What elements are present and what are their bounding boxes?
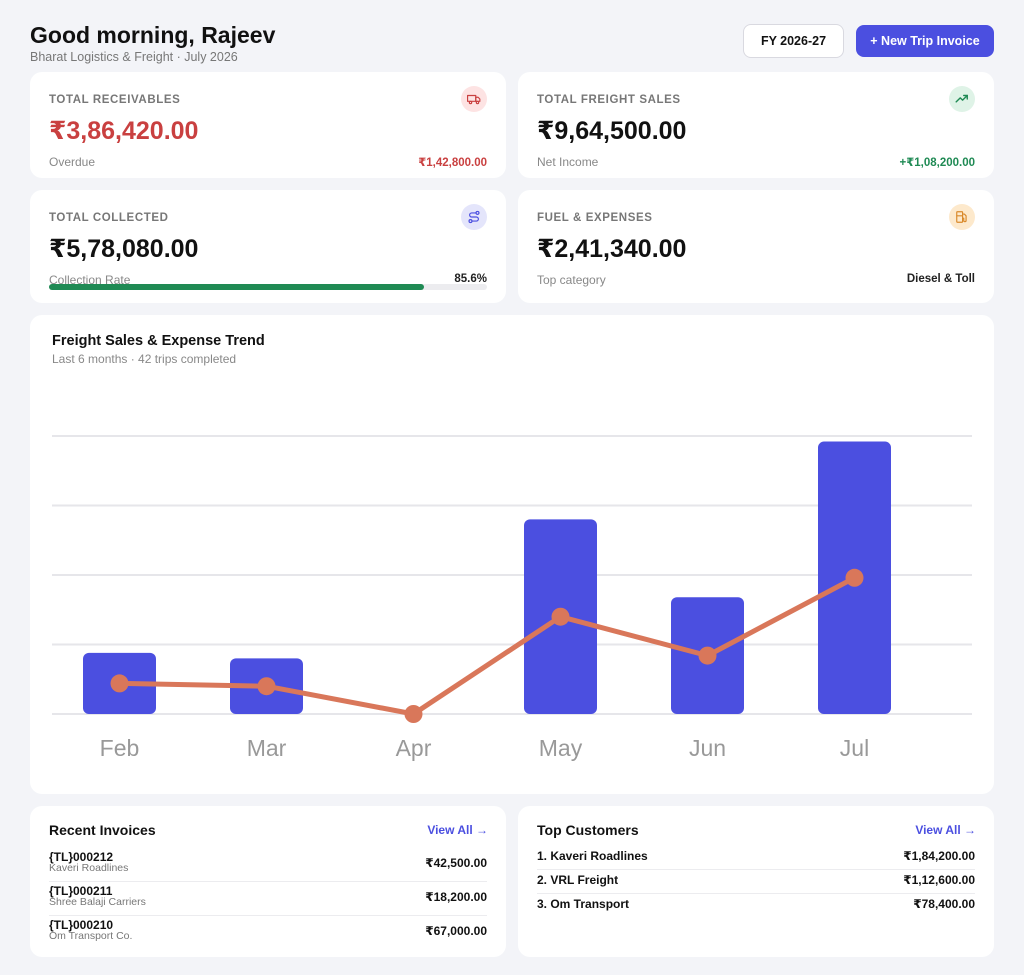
chart-x-tick-label: Feb <box>100 735 140 761</box>
chart-point-jul <box>845 568 864 587</box>
page-header: Good morning, Rajeev Bharat Logistics & … <box>30 22 994 66</box>
greeting-title: Good morning, Rajeev <box>30 22 276 48</box>
chart-point-jun <box>698 646 717 665</box>
kpi-foot-value: +₹1,08,200.00 <box>899 157 975 169</box>
invoice-amount: ₹67,000.00 <box>425 924 487 938</box>
chart-x-tick-label: Jul <box>840 735 869 761</box>
invoice-amount: ₹42,500.00 <box>425 856 487 870</box>
kpi-value: ₹9,64,500.00 <box>537 117 687 145</box>
collection-rate-progress <box>49 284 487 290</box>
kpi-value: ₹5,78,080.00 <box>49 235 199 263</box>
kpi-card-receivables: TOTAL RECEIVABLES ₹3,86,420.00 Overdue ₹… <box>30 72 506 178</box>
recent-invoices-card: Recent Invoices View All → {TL}000212 Kav… <box>30 806 506 957</box>
invoice-row[interactable]: {TL}000210 Om Transport Co. ₹67,000.00 <box>49 916 487 950</box>
chart-x-tick-label: Jun <box>689 735 726 761</box>
invoice-customer: Om Transport Co. <box>49 930 133 942</box>
kpi-foot-value: Diesel & Toll <box>906 273 975 285</box>
trend-chart: Feb Mar Apr May Jun Jul <box>52 435 972 761</box>
greeting-subtitle: Bharat Logistics & Freight · July 2026 <box>30 50 238 64</box>
recent-invoices-title: Recent Invoices <box>49 822 156 838</box>
invoice-row[interactable]: {TL}000212 Kaveri Roadlines ₹42,500.00 <box>49 848 487 882</box>
chart-point-feb <box>110 674 129 693</box>
customer-row[interactable]: 3. Om Transport ₹78,400.00 <box>537 894 975 918</box>
chart-point-may <box>551 607 570 626</box>
fiscal-year-button[interactable]: FY 2026-27 <box>743 24 844 58</box>
chart-title: Freight Sales & Expense Trend <box>52 333 265 349</box>
collection-rate-value: 85.6% <box>454 273 487 285</box>
invoice-id: {TL}000210 <box>49 918 114 932</box>
top-customers-view-all-link[interactable]: View All → <box>915 823 976 837</box>
invoice-amount: ₹18,200.00 <box>425 890 487 904</box>
kpi-label: TOTAL COLLECTED <box>49 212 169 224</box>
top-customers-title: Top Customers <box>537 822 639 838</box>
customer-row[interactable]: 1. Kaveri Roadlines ₹1,84,200.00 <box>537 846 975 870</box>
chart-trend-line <box>117 575 857 717</box>
invoice-row[interactable]: {TL}000211 Shree Balaji Carriers ₹18,200.0… <box>49 882 487 916</box>
chart-point-mar <box>257 677 276 696</box>
kpi-label: TOTAL FREIGHT SALES <box>537 94 681 106</box>
chart-x-tick-label: Mar <box>247 735 287 761</box>
chart-x-tick-label: Apr <box>396 735 432 761</box>
truck-icon <box>461 86 487 112</box>
customer-name: 1. Kaveri Roadlines <box>537 849 648 863</box>
route-icon <box>461 204 487 230</box>
customer-name: 2. VRL Freight <box>537 873 619 887</box>
kpi-value: ₹2,41,340.00 <box>537 235 687 263</box>
customer-row[interactable]: 2. VRL Freight ₹1,12,600.00 <box>537 870 975 894</box>
kpi-card-freight-sales: TOTAL FREIGHT SALES ₹9,64,500.00 Net Inc… <box>518 72 994 178</box>
kpi-foot-value: ₹1,42,800.00 <box>418 157 487 169</box>
customer-amount: ₹1,12,600.00 <box>903 873 975 887</box>
customer-name: 3. Om Transport <box>537 897 630 911</box>
chart-x-tick-label: May <box>539 735 583 761</box>
kpi-foot-label: Overdue <box>49 155 96 169</box>
collection-rate-progress-fill <box>49 284 424 290</box>
kpi-label: FUEL & EXPENSES <box>537 212 653 224</box>
trending-up-icon <box>949 86 975 112</box>
customer-amount: ₹1,84,200.00 <box>903 849 975 863</box>
invoice-customer: Kaveri Roadlines <box>49 862 129 874</box>
kpi-card-fuel-expenses: FUEL & EXPENSES ₹2,41,340.00 Top categor… <box>518 190 994 303</box>
trend-chart-card: Freight Sales & Expense Trend Last 6 mon… <box>30 315 994 794</box>
chart-subtitle: Last 6 months · 42 trips completed <box>52 352 237 366</box>
recent-invoices-view-all-link[interactable]: View All → <box>427 823 488 837</box>
kpi-label: TOTAL RECEIVABLES <box>49 94 181 106</box>
fuel-pump-icon <box>949 204 975 230</box>
new-trip-invoice-button[interactable]: + New Trip Invoice <box>856 25 994 57</box>
kpi-foot-label: Net Income <box>537 155 599 169</box>
invoice-customer: Shree Balaji Carriers <box>49 896 146 908</box>
invoice-id: {TL}000212 <box>49 850 114 864</box>
top-customers-card: Top Customers View All → 1. Kaveri Roadl… <box>518 806 994 957</box>
invoice-id: {TL}000211 <box>49 884 113 898</box>
customer-amount: ₹78,400.00 <box>913 897 975 911</box>
kpi-foot-label: Collection Rate <box>49 273 131 287</box>
chart-point-apr <box>404 705 423 723</box>
kpi-card-collected: TOTAL COLLECTED ₹5,78,080.00 Collection … <box>30 190 506 303</box>
kpi-foot-label: Top category <box>537 273 606 287</box>
kpi-value: ₹3,86,420.00 <box>49 117 199 145</box>
